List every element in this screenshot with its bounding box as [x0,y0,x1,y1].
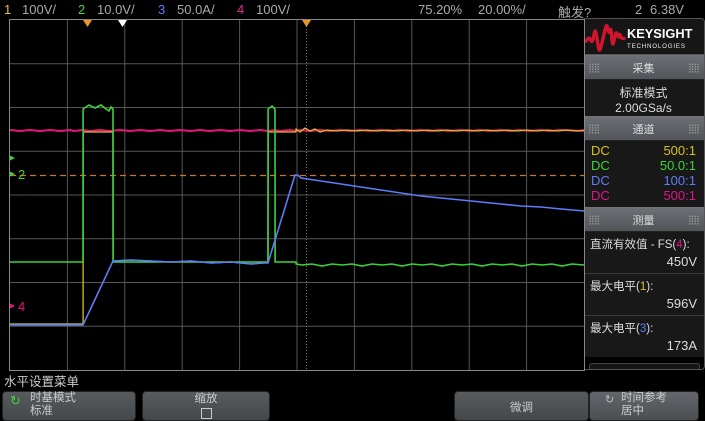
svg-text:4: 4 [18,299,25,314]
svg-text:2: 2 [18,167,25,182]
svg-text:TECHNOLOGIES: TECHNOLOGIES [627,43,686,50]
svg-text:KEYSIGHT: KEYSIGHT [627,26,693,41]
